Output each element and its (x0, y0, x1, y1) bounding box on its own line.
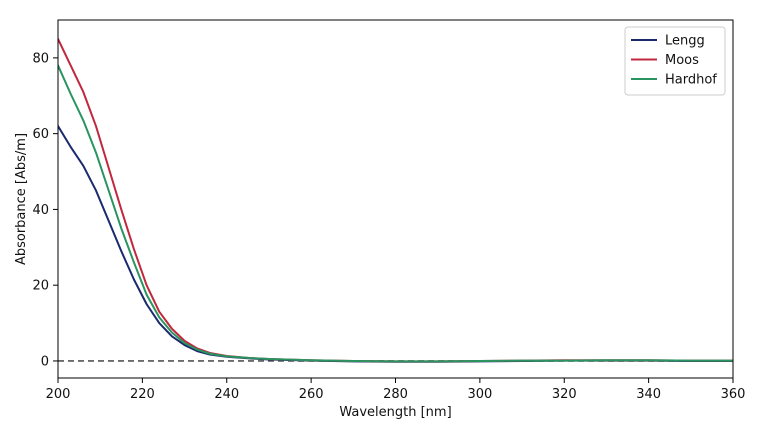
x-tick-label: 340 (636, 387, 661, 402)
x-tick-label: 320 (552, 387, 577, 402)
y-tick-label: 20 (32, 279, 49, 294)
legend-label-hardhof: Hardhof (665, 73, 717, 88)
x-tick-label: 220 (130, 387, 155, 402)
axes-layer: 200 220 240 260 280 300 320 340 360 0 20 40 60 80 Wave… (14, 19, 746, 420)
x-axis-label: Wavelength [nm] (339, 405, 451, 420)
y-tick-label: 40 (32, 203, 49, 218)
legend-label-moos: Moos (665, 53, 699, 68)
x-tick-label: 300 (467, 387, 492, 402)
legend-label-lengg: Lengg (665, 34, 705, 49)
y-tick-label: 80 (32, 51, 49, 66)
x-tick-label: 360 (721, 387, 746, 402)
series-layer (58, 37, 733, 363)
x-tick-label: 280 (383, 387, 408, 402)
legend: Lengg Moos Hardhof (624, 26, 726, 96)
y-tick-label: 60 (32, 127, 49, 142)
series-line-lengg (58, 125, 733, 363)
series-line-hardhof (58, 64, 733, 363)
x-tick-label: 260 (299, 387, 324, 402)
x-tick-label: 240 (214, 387, 239, 402)
y-axis-label: Absorbance [Abs/m] (14, 133, 29, 265)
x-tick-label: 200 (46, 387, 71, 402)
y-tick-label: 0 (41, 354, 49, 369)
